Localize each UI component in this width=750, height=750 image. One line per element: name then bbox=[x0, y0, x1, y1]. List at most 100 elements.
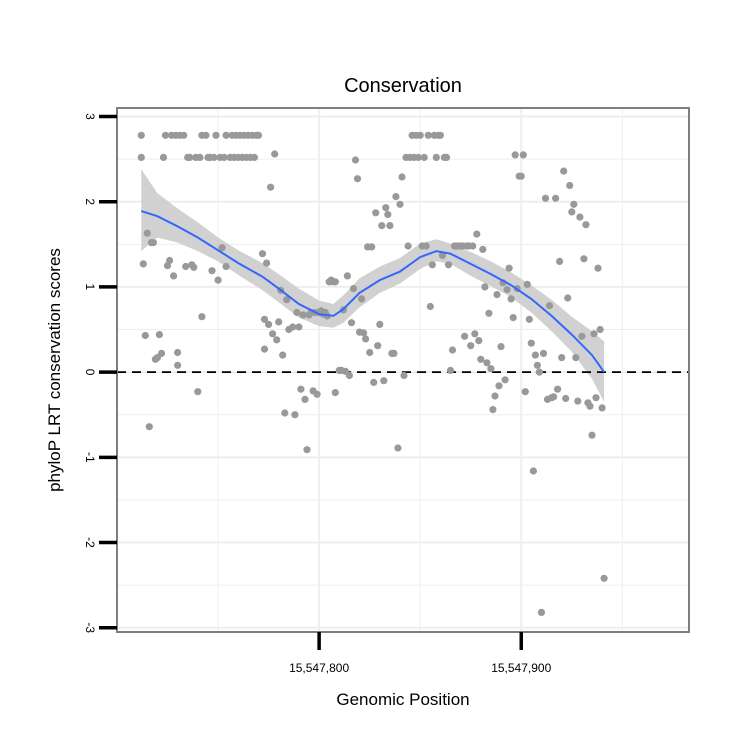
data-point bbox=[362, 335, 370, 343]
data-point bbox=[426, 302, 434, 311]
data-point bbox=[541, 194, 550, 202]
data-point bbox=[517, 172, 525, 180]
data-point bbox=[527, 339, 535, 347]
data-point bbox=[174, 348, 182, 357]
data-point bbox=[384, 210, 392, 219]
data-point bbox=[562, 394, 570, 403]
data-point bbox=[438, 251, 446, 259]
data-point bbox=[145, 423, 153, 431]
data-point bbox=[260, 345, 269, 353]
y-tick-label: -1 bbox=[83, 452, 97, 463]
data-point bbox=[349, 285, 358, 293]
data-point bbox=[157, 349, 166, 357]
data-point bbox=[202, 131, 210, 139]
data-point bbox=[218, 244, 226, 252]
data-point bbox=[550, 393, 558, 401]
data-point bbox=[473, 230, 481, 238]
data-point bbox=[590, 330, 598, 338]
data-point bbox=[535, 368, 544, 376]
data-point bbox=[347, 319, 356, 327]
data-point bbox=[267, 183, 275, 191]
data-point bbox=[572, 354, 580, 362]
data-point bbox=[313, 390, 321, 398]
data-point bbox=[260, 315, 269, 323]
data-point bbox=[556, 257, 564, 265]
data-point bbox=[222, 262, 230, 271]
chart-title: Conservation bbox=[344, 75, 462, 97]
data-point bbox=[281, 409, 289, 417]
data-point bbox=[444, 261, 453, 269]
data-point bbox=[560, 167, 568, 175]
data-point bbox=[374, 342, 382, 350]
data-point bbox=[358, 295, 366, 303]
data-point bbox=[190, 263, 198, 271]
data-point bbox=[137, 153, 145, 161]
data-point bbox=[396, 200, 404, 208]
data-point bbox=[161, 131, 170, 139]
data-point bbox=[586, 402, 594, 410]
data-point bbox=[501, 376, 509, 384]
data-point bbox=[368, 243, 376, 251]
y-tick-label: 3 bbox=[83, 113, 97, 120]
data-point bbox=[574, 397, 582, 405]
data-point bbox=[511, 151, 519, 159]
data-point bbox=[275, 318, 283, 326]
data-point bbox=[166, 256, 174, 265]
data-point bbox=[467, 342, 475, 350]
data-point bbox=[222, 131, 230, 139]
data-point bbox=[552, 194, 560, 202]
data-point bbox=[485, 309, 493, 317]
data-point bbox=[442, 153, 451, 161]
data-point bbox=[258, 250, 267, 258]
data-point bbox=[519, 151, 527, 159]
data-point bbox=[523, 280, 531, 288]
data-point bbox=[400, 371, 408, 380]
data-point bbox=[420, 153, 428, 161]
data-point bbox=[208, 267, 216, 275]
data-point bbox=[436, 131, 444, 139]
data-point bbox=[558, 354, 566, 362]
data-point bbox=[503, 285, 511, 294]
data-point bbox=[186, 153, 194, 161]
data-point bbox=[554, 385, 562, 393]
data-point bbox=[582, 221, 590, 229]
data-point bbox=[487, 365, 495, 373]
data-point bbox=[539, 349, 548, 357]
data-point bbox=[366, 348, 374, 357]
data-point bbox=[475, 337, 483, 345]
data-point bbox=[529, 467, 538, 475]
x-tick-label: 15,547,900 bbox=[491, 661, 551, 675]
data-point bbox=[250, 153, 258, 161]
data-point bbox=[139, 260, 147, 268]
data-point bbox=[521, 388, 529, 396]
data-point bbox=[398, 173, 406, 181]
y-tick-label: -3 bbox=[83, 622, 97, 633]
data-point bbox=[263, 259, 271, 267]
data-point bbox=[495, 382, 503, 390]
data-point bbox=[198, 313, 206, 321]
data-point bbox=[386, 222, 394, 230]
data-point bbox=[469, 242, 477, 250]
data-point bbox=[378, 222, 386, 230]
data-point bbox=[414, 153, 422, 161]
data-point bbox=[491, 392, 499, 400]
data-points bbox=[137, 131, 608, 617]
y-tick-label: 2 bbox=[83, 198, 97, 205]
data-point bbox=[137, 131, 145, 139]
data-point bbox=[345, 371, 353, 380]
data-point bbox=[568, 208, 576, 216]
data-point bbox=[279, 351, 287, 359]
data-point bbox=[533, 361, 542, 369]
data-point bbox=[566, 181, 574, 190]
data-point bbox=[545, 302, 554, 310]
data-point bbox=[289, 323, 297, 331]
data-point bbox=[372, 209, 380, 217]
data-point bbox=[598, 404, 606, 412]
data-point bbox=[424, 131, 432, 139]
data-point bbox=[174, 361, 182, 369]
data-point bbox=[331, 278, 339, 286]
data-point bbox=[580, 255, 588, 263]
data-point bbox=[477, 355, 485, 363]
data-point bbox=[493, 291, 501, 299]
